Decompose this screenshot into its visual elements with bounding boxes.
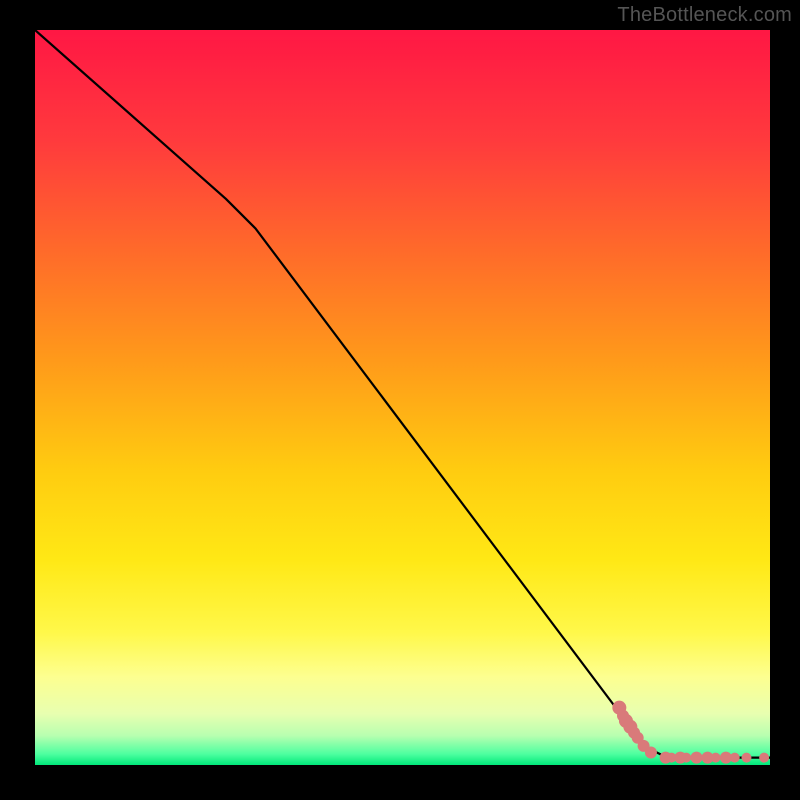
- scatter-point: [759, 753, 769, 763]
- scatter-point: [681, 753, 691, 763]
- gradient-background: [35, 30, 770, 765]
- scatter-point: [711, 753, 721, 763]
- watermark-text: TheBottleneck.com: [617, 4, 792, 27]
- scatter-point: [741, 753, 751, 763]
- scatter-point: [645, 747, 657, 759]
- scatter-point: [691, 752, 703, 764]
- chart-svg: [35, 30, 770, 765]
- chart-plot-area: [35, 30, 770, 765]
- scatter-point: [730, 753, 740, 763]
